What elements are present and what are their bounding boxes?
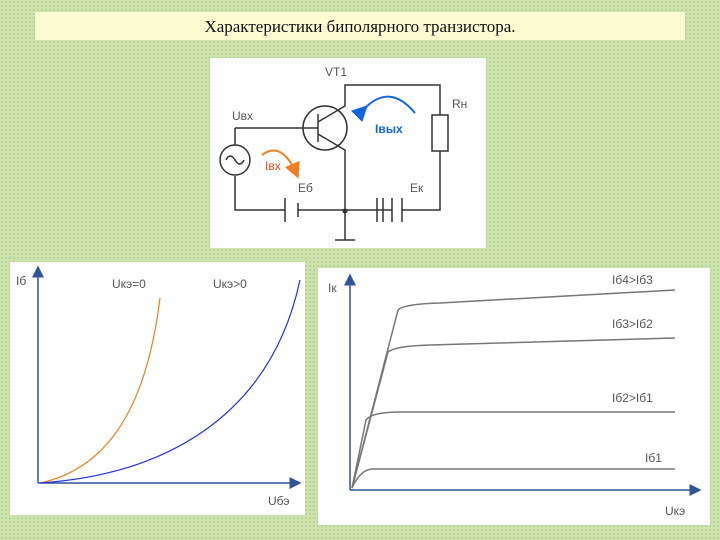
curve-label: Uкэ=0 (112, 277, 146, 291)
curve-label: Iб2>Iб1 (612, 391, 653, 405)
input-voltage-label: Uвх (232, 109, 253, 123)
input-chart: Iб Uбэ Uкэ=0 Uкэ>0 (10, 262, 305, 515)
collector-source-label: Eк (410, 181, 424, 195)
output-chart: Iк Uкэ Iб4>Iб3 Iб3>Iб2 Iб2>Iб1 Iб1 (318, 268, 710, 525)
circuit: VT1 Uвх Iвх Iвых Rн Eб Eк (210, 58, 486, 248)
output-current-label: Iвых (375, 122, 403, 136)
y-axis-label: Iк (328, 281, 337, 295)
curve-label: Iб4>Iб3 (612, 273, 653, 287)
curve-label: Iб1 (645, 451, 662, 465)
x-axis-label: Uбэ (268, 494, 290, 508)
base-source-label: Eб (298, 181, 313, 195)
curve-label: Iб3>Iб2 (612, 317, 653, 331)
input-current-label: Iвх (265, 159, 281, 173)
transistor-label: VT1 (325, 65, 347, 79)
curve-label: Uкэ>0 (213, 277, 247, 291)
load-label: Rн (452, 97, 467, 111)
slide-title: Характеристики биполярного транзистора. (35, 12, 685, 40)
y-axis-label: Iб (16, 274, 26, 288)
x-axis-label: Uкэ (665, 504, 685, 518)
